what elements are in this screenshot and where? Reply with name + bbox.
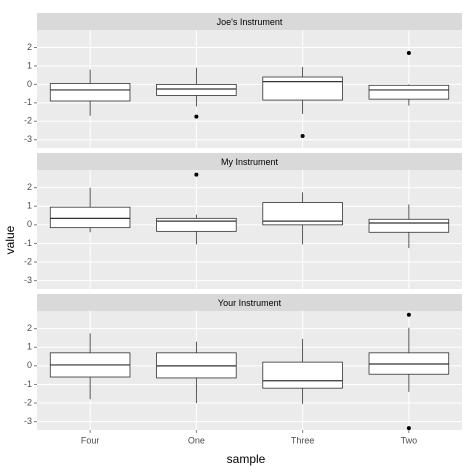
box bbox=[262, 76, 343, 101]
y-tick-label: -3 bbox=[24, 134, 32, 144]
outlier bbox=[406, 426, 411, 431]
x-tick-label: Four bbox=[81, 435, 100, 445]
y-tick-label: -3 bbox=[24, 275, 32, 285]
outlier bbox=[194, 172, 199, 177]
y-tick-label: -1 bbox=[24, 379, 32, 389]
y-tick-label: -1 bbox=[24, 97, 32, 107]
y-tick-label: -2 bbox=[24, 256, 32, 266]
y-tick-label: 1 bbox=[27, 60, 32, 70]
strip bbox=[37, 294, 462, 311]
y-tick-label: -1 bbox=[24, 238, 32, 248]
box bbox=[368, 84, 450, 100]
y-tick-label: -2 bbox=[24, 397, 32, 407]
y-tick-label: 2 bbox=[27, 42, 32, 52]
outlier bbox=[300, 134, 305, 139]
y-tick-label: -2 bbox=[24, 116, 32, 126]
box bbox=[262, 361, 343, 389]
facet-title: My Instrument bbox=[221, 157, 279, 167]
x-tick-label: Two bbox=[401, 435, 418, 445]
y-tick-label: 1 bbox=[27, 201, 32, 211]
box bbox=[156, 83, 237, 96]
y-tick-label: 0 bbox=[27, 219, 32, 229]
x-tick-label: One bbox=[188, 435, 205, 445]
strip bbox=[37, 13, 462, 30]
box bbox=[156, 217, 237, 232]
box bbox=[262, 202, 343, 226]
box bbox=[368, 218, 450, 233]
y-tick-label: 1 bbox=[27, 342, 32, 352]
facet-title: Joe's Instrument bbox=[217, 17, 283, 27]
y-tick-label: 0 bbox=[27, 79, 32, 89]
facet-title: Your Instrument bbox=[218, 298, 282, 308]
x-axis-title: sample bbox=[227, 452, 266, 466]
y-tick-label: 0 bbox=[27, 360, 32, 370]
box bbox=[49, 206, 131, 229]
strip bbox=[37, 153, 462, 170]
y-tick-label: -3 bbox=[24, 416, 32, 426]
box bbox=[49, 83, 131, 102]
y-tick-label: 2 bbox=[27, 323, 32, 333]
y-axis-title: value bbox=[3, 225, 17, 254]
x-tick-label: Three bbox=[291, 435, 315, 445]
y-tick-label: 2 bbox=[27, 182, 32, 192]
outlier bbox=[194, 114, 199, 119]
outlier bbox=[406, 312, 411, 317]
outlier bbox=[406, 51, 411, 56]
